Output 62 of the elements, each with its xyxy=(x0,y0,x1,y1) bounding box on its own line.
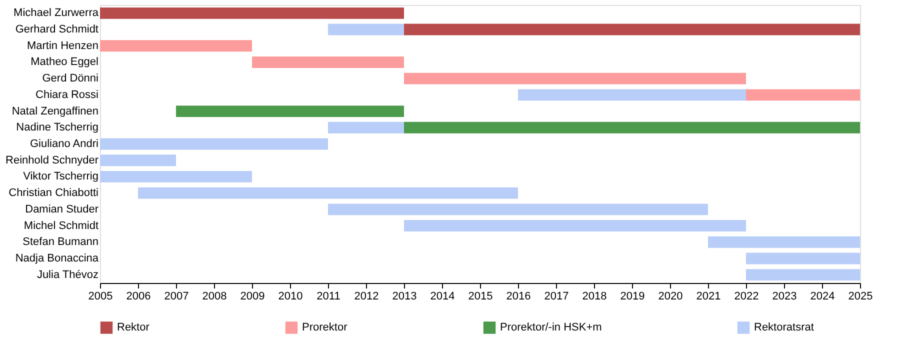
bar xyxy=(708,236,860,248)
bar xyxy=(100,7,404,19)
x-tick-label: 2021 xyxy=(696,290,721,302)
x-tick-label: 2024 xyxy=(810,290,835,302)
bar xyxy=(746,252,860,264)
y-tick-label: Michel Schmidt xyxy=(24,220,98,232)
bar xyxy=(100,170,252,182)
bar xyxy=(404,122,860,134)
y-tick-label: Matheo Eggel xyxy=(30,56,98,68)
x-tick-label: 2006 xyxy=(126,290,151,302)
bar xyxy=(100,154,176,166)
x-tick-label: 2015 xyxy=(468,290,493,302)
y-tick-label: Christian Chiabotti xyxy=(8,187,98,200)
bar xyxy=(746,269,860,281)
bar xyxy=(404,72,746,84)
x-tick-label: 2019 xyxy=(620,290,645,302)
y-tick-label: Gerd Dönni xyxy=(42,72,98,85)
bar xyxy=(252,56,404,68)
x-tick-label: 2010 xyxy=(278,290,303,302)
x-tick-label: 2023 xyxy=(772,290,797,302)
x-tick-label: 2009 xyxy=(240,290,265,302)
bar xyxy=(404,220,746,232)
bar xyxy=(100,138,328,150)
y-tick-label: Reinhold Schnyder xyxy=(6,154,99,166)
x-tick-label: 2014 xyxy=(430,290,455,302)
y-tick-label: Damian Studer xyxy=(25,203,99,216)
y-tick-label: Michael Zurwerra xyxy=(14,7,100,20)
bar xyxy=(138,187,518,199)
bar xyxy=(746,89,860,101)
x-tick-label: 2022 xyxy=(734,290,759,302)
y-tick-label: Viktor Tscherrig xyxy=(23,170,98,183)
y-tick-label: Stefan Bumann xyxy=(22,236,98,248)
y-tick-label: Giuliano Andri xyxy=(30,138,98,150)
legend-label: Rektor xyxy=(117,322,150,334)
bar xyxy=(176,106,404,118)
x-tick-label: 2016 xyxy=(506,290,531,302)
bar xyxy=(404,24,860,36)
y-tick-label: Nadine Tscherrig xyxy=(16,122,98,134)
x-tick-label: 2018 xyxy=(582,290,607,302)
y-tick-label: Chiara Rossi xyxy=(36,88,98,101)
x-tick-label: 2008 xyxy=(202,290,227,302)
bar xyxy=(100,40,252,52)
y-tick-label: Julia Thévoz xyxy=(36,268,98,281)
x-tick-label: 2005 xyxy=(88,290,113,302)
bar xyxy=(328,24,404,36)
x-tick-label: 2011 xyxy=(316,290,340,302)
y-tick-label: Gerhard Schmidt xyxy=(15,24,98,36)
x-tick-label: 2013 xyxy=(392,290,417,302)
legend-label: Rektoratsrat xyxy=(754,322,814,334)
bar xyxy=(328,204,708,216)
legend-label: Prorektor/-in HSK+m xyxy=(500,322,602,334)
x-tick-label: 2017 xyxy=(544,290,569,302)
x-tick-label: 2020 xyxy=(658,290,683,302)
legend-label: Prorektor xyxy=(302,322,348,334)
x-tick-label: 2025 xyxy=(848,290,873,302)
x-tick-label: 2007 xyxy=(164,290,189,302)
y-tick-label: Nadja Bonaccina xyxy=(15,252,100,264)
bar xyxy=(518,89,746,101)
y-tick-label: Natal Zengaffinen xyxy=(12,105,98,118)
y-tick-label: Martin Henzen xyxy=(26,40,98,52)
x-tick-label: 2012 xyxy=(354,290,379,302)
bar xyxy=(328,122,404,134)
